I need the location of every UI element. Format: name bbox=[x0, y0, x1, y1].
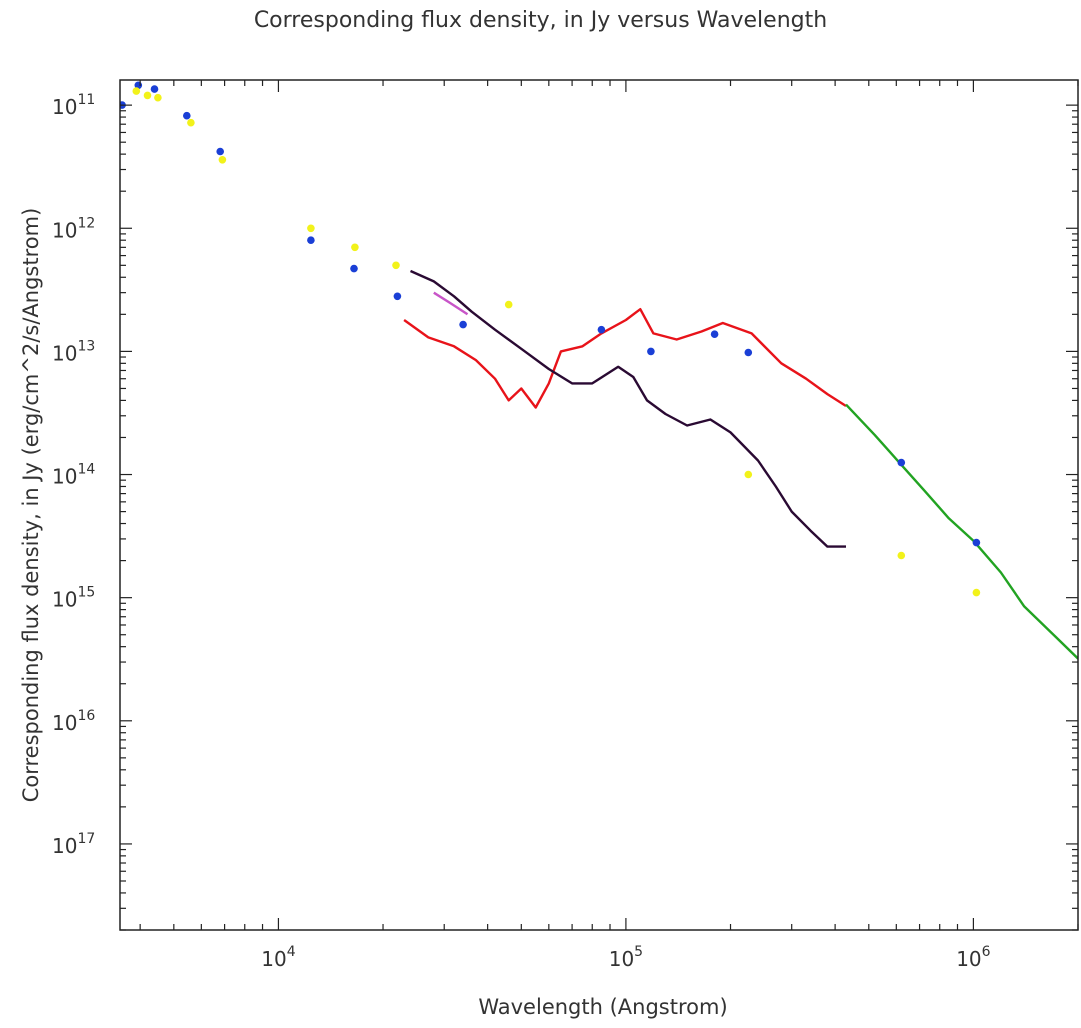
x-tick-label: 106 bbox=[956, 944, 990, 971]
data-point bbox=[392, 261, 400, 270]
data-point bbox=[972, 538, 981, 547]
x-axis: 104 105 106 bbox=[139, 80, 1079, 971]
series-1 bbox=[132, 87, 981, 597]
y-tick-label: 1016 bbox=[52, 708, 95, 735]
series-line bbox=[845, 403, 1078, 660]
data-point bbox=[597, 325, 606, 334]
data-point bbox=[218, 156, 227, 164]
data-point bbox=[504, 300, 513, 309]
data-point bbox=[132, 87, 141, 95]
data-point bbox=[459, 320, 467, 329]
data-point bbox=[143, 91, 152, 100]
data-point bbox=[647, 347, 655, 356]
chart-title: Corresponding flux density, in Jy versus… bbox=[253, 8, 828, 33]
data-point bbox=[150, 85, 159, 93]
series-5 bbox=[845, 403, 1078, 660]
y-tick-label: 1012 bbox=[52, 215, 95, 242]
data-point bbox=[183, 111, 191, 120]
series-layer bbox=[120, 81, 1078, 660]
data-point bbox=[897, 458, 906, 467]
data-point bbox=[393, 292, 402, 301]
data-point bbox=[744, 470, 753, 479]
x-tick-label: 105 bbox=[609, 944, 643, 971]
data-point bbox=[154, 93, 162, 102]
series-line bbox=[403, 308, 847, 409]
series-2 bbox=[403, 308, 847, 409]
data-point bbox=[307, 236, 315, 244]
series-line bbox=[410, 269, 846, 548]
x-tick-label: 104 bbox=[261, 944, 295, 971]
y-tick-label: 1017 bbox=[52, 831, 95, 858]
y-axis-label: Corresponding flux density, in Jy (erg/c… bbox=[19, 208, 43, 803]
data-point bbox=[972, 588, 981, 597]
data-point bbox=[710, 330, 719, 339]
y-tick-label: 1014 bbox=[52, 462, 95, 489]
y-tick-label: 1015 bbox=[52, 585, 95, 612]
data-point bbox=[351, 243, 359, 252]
y-axis: 1011 1012 1013 1014 1015 1016 1017 bbox=[52, 92, 1078, 931]
y-tick-label: 1013 bbox=[52, 338, 95, 365]
data-point bbox=[307, 224, 315, 233]
series-line bbox=[433, 291, 469, 316]
data-point bbox=[744, 348, 753, 357]
series-4 bbox=[410, 269, 846, 548]
x-axis-label: Wavelength (Angstrom) bbox=[478, 995, 727, 1019]
data-point bbox=[187, 118, 195, 127]
y-tick-label: 1011 bbox=[52, 92, 95, 119]
series-0 bbox=[120, 81, 981, 547]
series-3 bbox=[433, 291, 469, 316]
data-point bbox=[216, 147, 224, 156]
data-point bbox=[350, 264, 358, 273]
plot-frame bbox=[119, 79, 1079, 931]
data-point bbox=[897, 551, 906, 560]
